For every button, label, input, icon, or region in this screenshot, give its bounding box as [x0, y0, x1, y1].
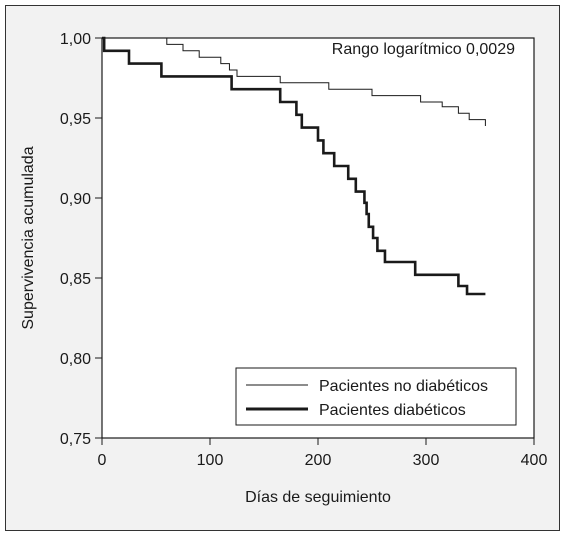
- legend: Pacientes no diabéticos Pacientes diabét…: [236, 368, 516, 425]
- y-tick-label: 0,95: [60, 111, 91, 128]
- x-tick-label: 0: [98, 452, 107, 469]
- log-rank-annotation: Rango logarítmico 0,0029: [332, 41, 515, 58]
- legend-label-diabeticos: Pacientes diabéticos: [319, 402, 466, 419]
- x-axis-label: Días de seguimiento: [245, 489, 391, 506]
- y-axis-label: Supervivencia acumulada: [20, 146, 37, 329]
- x-tick-label: 400: [521, 452, 548, 469]
- legend-label-no-diabeticos: Pacientes no diabéticos: [319, 378, 488, 395]
- x-tick-label: 200: [305, 452, 332, 469]
- x-tick-label: 300: [413, 452, 440, 469]
- y-tick-label: 0,75: [60, 431, 91, 448]
- y-tick-label: 0,90: [60, 191, 91, 208]
- y-tick-label: 0,85: [60, 271, 91, 288]
- y-axis: 0,75 0,80 0,85 0,90 0,95 1,00: [60, 31, 102, 448]
- y-tick-label: 1,00: [60, 31, 91, 48]
- y-tick-label: 0,80: [60, 351, 91, 368]
- x-tick-label: 100: [197, 452, 224, 469]
- x-axis: 0 100 200 300 400: [98, 438, 548, 469]
